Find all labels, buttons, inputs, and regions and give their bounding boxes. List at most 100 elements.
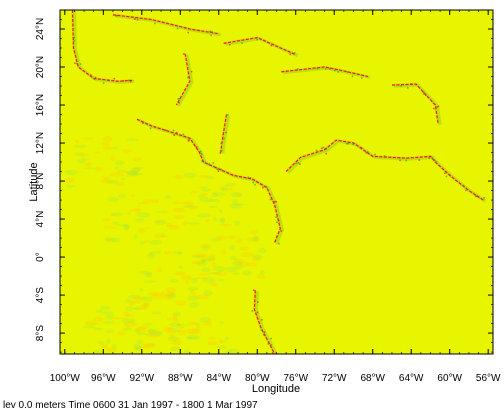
field-eddy (224, 183, 235, 187)
field-eddy (191, 277, 198, 284)
field-eddy (215, 270, 228, 277)
field-eddy (139, 270, 152, 275)
field-eddy (177, 323, 188, 327)
field-eddy (192, 255, 205, 258)
x-axis-title: Longitude (252, 383, 300, 395)
field-eddy (133, 347, 142, 350)
field-eddy (128, 170, 138, 175)
field-eddy (151, 311, 162, 315)
field-fleck (337, 71, 339, 73)
y-tick-label: 24°N (35, 18, 46, 40)
field-eddy (258, 247, 266, 254)
field-eddy (162, 327, 173, 333)
field-fleck (437, 105, 440, 108)
field-fleck (329, 68, 331, 70)
field-eddy (109, 172, 114, 177)
field-eddy (208, 205, 219, 208)
field-fleck (448, 174, 451, 176)
field-eddy (128, 301, 135, 307)
field-eddy (201, 259, 206, 264)
field-eddy (186, 222, 201, 225)
field-fleck (423, 93, 425, 95)
field-eddy (191, 260, 200, 265)
field-eddy (120, 171, 133, 174)
field-eddy (130, 299, 142, 304)
field-fleck (271, 351, 274, 354)
field-eddy (147, 253, 156, 259)
field-eddy (132, 166, 144, 170)
footer-caption: lev 0.0 meters Time 0600 31 Jan 1997 - 1… (3, 400, 258, 411)
field-fleck (154, 22, 156, 25)
coast-shadow (254, 291, 278, 354)
field-fleck (220, 142, 223, 145)
field-eddy (225, 349, 232, 354)
field-eddy (123, 321, 138, 327)
field-eddy (143, 301, 151, 306)
field-fleck (208, 163, 210, 165)
field-eddy (252, 254, 263, 260)
field-eddy (143, 343, 157, 347)
field-fleck (199, 150, 202, 153)
field-eddy (117, 169, 128, 173)
field-eddy (172, 314, 178, 320)
field-eddy (121, 317, 136, 324)
field-fleck (209, 30, 211, 33)
field-eddy (111, 146, 119, 150)
field-eddy (215, 235, 228, 241)
field-fleck (444, 172, 446, 175)
field-fleck (433, 107, 435, 110)
field-eddy (126, 211, 131, 216)
field-eddy (102, 135, 113, 142)
field-fleck (277, 219, 280, 222)
field-fleck (346, 71, 349, 73)
field-fleck (187, 140, 190, 142)
field-fleck (220, 149, 223, 152)
field-eddy (101, 311, 114, 315)
field-fleck (465, 189, 467, 192)
field-fleck (128, 79, 130, 82)
field-eddy (199, 186, 208, 190)
field-fleck (241, 42, 243, 44)
field-fleck (383, 155, 386, 157)
field-eddy (218, 223, 233, 227)
field-fleck (296, 68, 299, 70)
field-eddy (149, 251, 156, 256)
field-eddy (235, 193, 242, 197)
x-tick-label: 68°W (360, 373, 385, 384)
field-fleck (219, 152, 222, 154)
field-eddy (94, 327, 104, 331)
field-eddy (124, 313, 134, 317)
field-fleck (204, 161, 207, 164)
field-fleck (187, 31, 189, 34)
field-eddy (168, 278, 179, 283)
x-tick-label: 84°W (206, 373, 231, 384)
field-fleck (270, 337, 272, 340)
field-eddy (197, 253, 208, 259)
coast-line (71, 10, 133, 82)
field-fleck (320, 147, 323, 150)
field-eddy (82, 137, 95, 140)
field-fleck (316, 67, 319, 70)
field-fleck (178, 101, 180, 104)
field-fleck (227, 114, 229, 116)
field-eddy (139, 303, 150, 309)
field-eddy (172, 251, 183, 254)
field-fleck (374, 153, 376, 156)
field-eddy (102, 218, 112, 222)
field-eddy (178, 265, 184, 269)
field-eddy (101, 343, 108, 349)
field-fleck (360, 77, 363, 79)
field-eddy (182, 205, 195, 208)
field-eddy (136, 212, 150, 218)
field-eddy (148, 329, 158, 333)
field-eddy (147, 328, 155, 334)
field-eddy (112, 221, 119, 225)
field-eddy (81, 158, 90, 161)
field-fleck (229, 43, 231, 46)
field-eddy (193, 358, 198, 363)
field-eddy (117, 193, 127, 199)
field-fleck (276, 221, 278, 223)
field-eddy (217, 278, 225, 282)
field-eddy (231, 261, 244, 266)
field-eddy (74, 144, 87, 148)
